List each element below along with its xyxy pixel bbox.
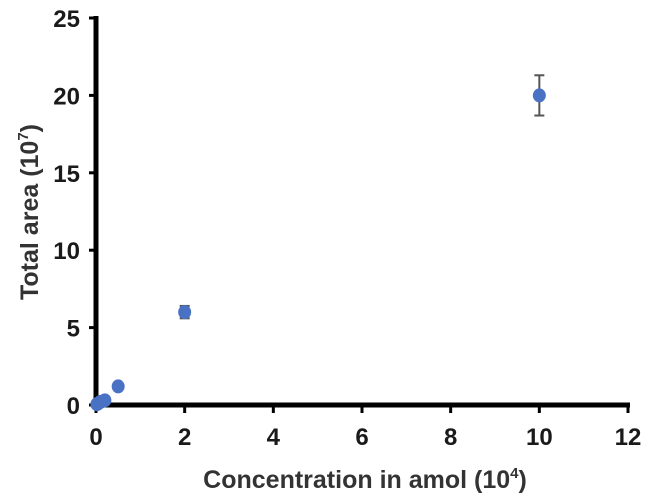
y-axis-title: Total area (107) bbox=[15, 124, 44, 300]
x-tick-label: 4 bbox=[267, 424, 281, 451]
axes bbox=[93, 16, 630, 408]
x-tick-label: 12 bbox=[615, 424, 642, 451]
x-tick-label: 6 bbox=[355, 424, 368, 451]
data-point bbox=[178, 305, 192, 320]
data-points bbox=[90, 88, 546, 412]
y-tick-label: 10 bbox=[53, 238, 80, 265]
y-tick-label: 5 bbox=[67, 316, 80, 343]
error-bars bbox=[179, 74, 545, 320]
y-tick-label: 20 bbox=[53, 83, 80, 110]
data-point bbox=[532, 88, 546, 103]
x-tick-label: 0 bbox=[89, 424, 102, 451]
ticks: 0 2 4 6 8 10 12 0 5 10 15 20 25 bbox=[53, 6, 641, 451]
x-axis-title: Concentration in amol (104) bbox=[203, 465, 527, 494]
x-tick-label: 8 bbox=[444, 424, 457, 451]
data-point bbox=[98, 393, 112, 408]
data-point bbox=[111, 379, 125, 394]
y-tick-label: 0 bbox=[67, 393, 80, 420]
x-tick-label: 10 bbox=[526, 424, 553, 451]
y-tick-label: 15 bbox=[53, 161, 80, 188]
y-tick-label: 25 bbox=[53, 6, 80, 33]
x-tick-label: 2 bbox=[178, 424, 191, 451]
